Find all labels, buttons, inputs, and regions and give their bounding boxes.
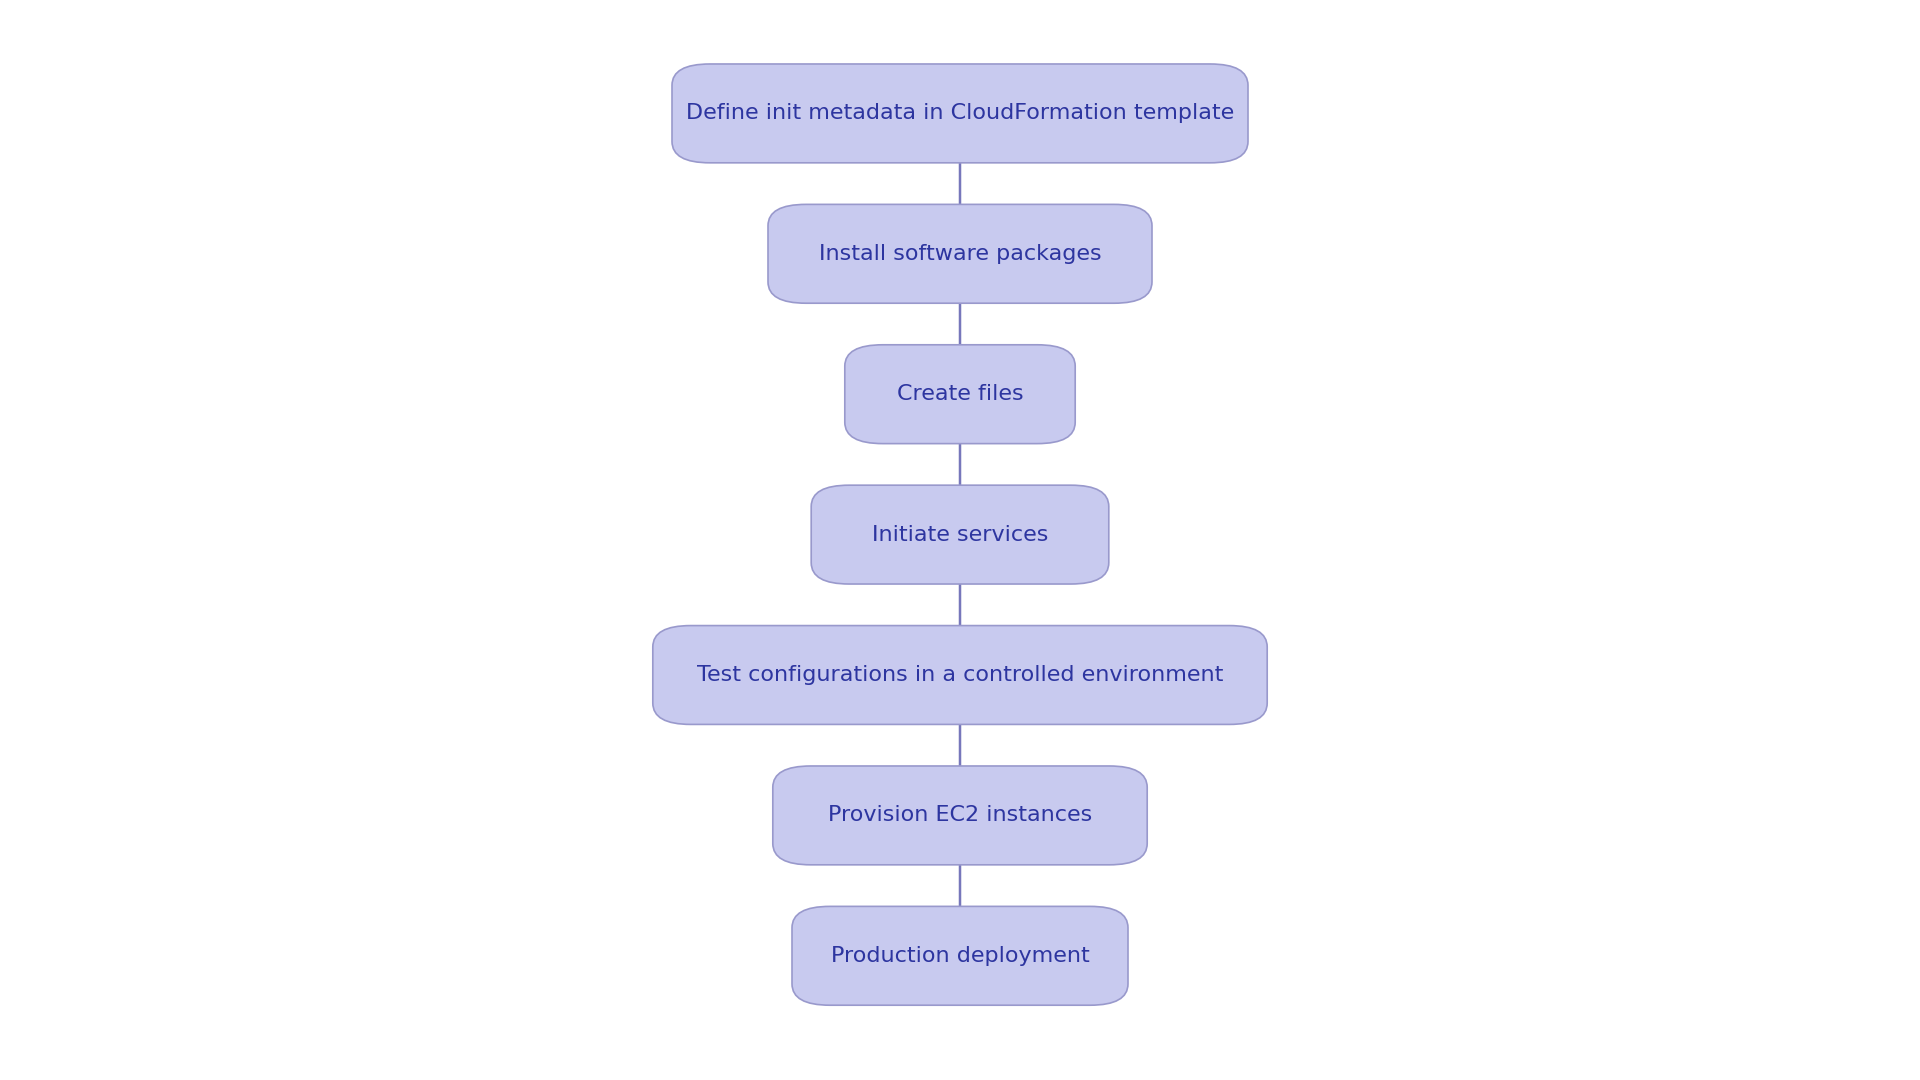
Text: Initiate services: Initiate services [872,525,1048,544]
FancyBboxPatch shape [810,485,1110,584]
Text: Define init metadata in CloudFormation template: Define init metadata in CloudFormation t… [685,104,1235,123]
FancyBboxPatch shape [672,64,1248,163]
Text: Install software packages: Install software packages [818,244,1102,264]
Text: Create files: Create files [897,384,1023,404]
FancyBboxPatch shape [768,204,1152,303]
FancyBboxPatch shape [845,345,1075,444]
FancyBboxPatch shape [791,906,1127,1005]
Text: Provision EC2 instances: Provision EC2 instances [828,806,1092,825]
Text: Production deployment: Production deployment [831,946,1089,966]
Text: Test configurations in a controlled environment: Test configurations in a controlled envi… [697,665,1223,685]
FancyBboxPatch shape [772,766,1146,865]
FancyBboxPatch shape [653,625,1267,725]
